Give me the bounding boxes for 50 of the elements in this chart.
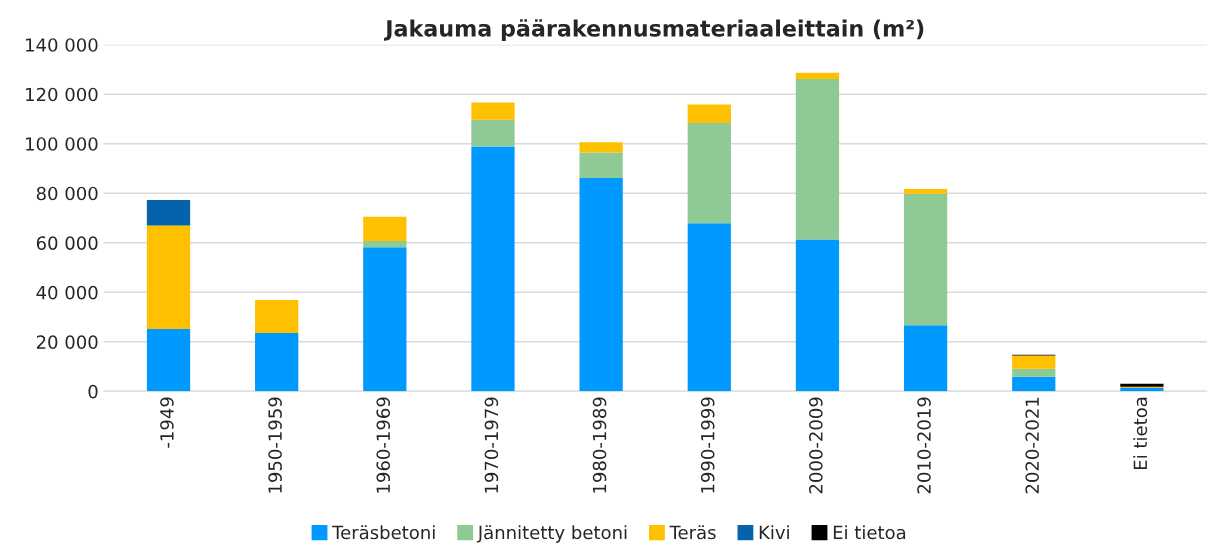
x-tick-label: 2000-2009 [809,397,823,494]
legend-label: Ei tietoa [833,525,906,540]
bar [1012,376,1056,392]
x-tick-label: 1980-1989 [592,397,607,493]
legend-label: Jännitetty betoni [476,525,627,543]
bar [255,299,299,334]
bar [363,216,407,242]
bar [1012,355,1056,369]
x-tick-label: -1949 [160,397,174,448]
bar [146,225,191,329]
bar [903,193,948,326]
bar [687,122,731,224]
x-tick-label: 1970-1979 [484,397,499,493]
bar [687,223,731,392]
y-tick-label: 20 000 [36,335,98,349]
y-tick-label: 120 000 [26,87,98,102]
bar [363,247,407,392]
bar [903,189,948,194]
bar [579,177,623,392]
y-tick-label: 80 000 [36,186,98,201]
y-tick-label: 140 000 [26,38,98,52]
bar [687,104,731,123]
bar [146,328,191,392]
bar [255,333,299,392]
legend-label: Kivi [759,525,789,539]
y-tick-label: 100 000 [26,137,98,151]
bar [1012,368,1056,377]
y-tick-label: 0 [88,384,98,399]
bar [795,72,840,79]
x-tick-label: 1960-1969 [376,397,391,493]
y-tick-label: 60 000 [36,236,98,250]
bar [471,119,515,147]
bar [471,102,515,120]
bar [579,152,623,178]
bar [795,78,840,240]
bar [579,142,623,153]
bar [903,325,948,392]
chart-title: Jakauma päärakennusmateriaaleittain (m²) [384,19,924,42]
bar [471,146,515,392]
bar [146,199,191,226]
x-tick-label: 1950-1959 [268,397,282,493]
x-tick-label: Ei tietoa [1133,397,1148,469]
y-tick-label: 40 000 [36,285,98,300]
legend-label: Teräsbetoni [332,525,435,540]
bar [363,241,407,248]
x-tick-label: 2010-2019 [917,397,931,494]
bar [795,239,840,392]
x-tick-label: 1990-1999 [700,397,715,493]
legend-label: Teräs [669,525,716,540]
x-tick-label: 2020-2021 [1025,397,1039,494]
